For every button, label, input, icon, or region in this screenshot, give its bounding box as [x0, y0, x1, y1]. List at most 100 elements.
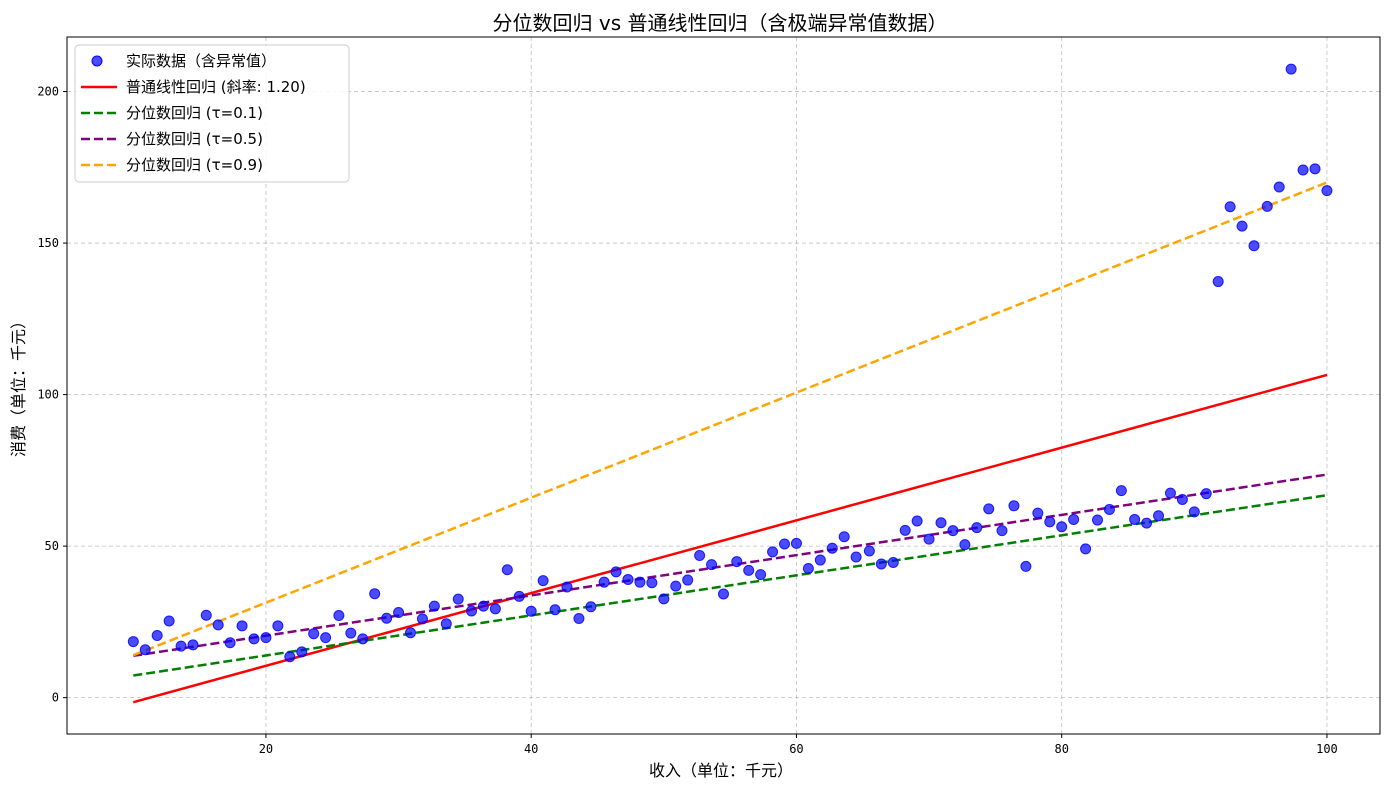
x-tick-label: 60: [789, 742, 803, 756]
data-point: [525, 605, 537, 617]
x-tick-label: 40: [524, 742, 538, 756]
data-point: [236, 620, 248, 632]
plot-area-frame: [66, 36, 1381, 735]
data-point: [996, 525, 1008, 537]
data-point: [187, 639, 199, 651]
data-point: [911, 515, 923, 527]
data-point: [440, 618, 452, 630]
y-axis-ticks: 0 50 100 150 200: [37, 85, 67, 705]
data-point: [802, 563, 814, 575]
x-tick-label: 20: [259, 742, 273, 756]
data-point: [175, 640, 187, 652]
y-axis-label: 消费（单位：千元）: [9, 313, 28, 457]
data-point: [466, 605, 478, 617]
data-point: [1103, 503, 1115, 515]
data-point: [743, 564, 755, 576]
data-point: [537, 575, 549, 587]
data-point: [694, 550, 706, 562]
data-point: [248, 633, 260, 645]
chart-title: 分位数回归 vs 普通线性回归（含极端异常值数据）: [493, 11, 948, 35]
data-point: [682, 574, 694, 586]
data-point: [320, 632, 332, 644]
data-point: [838, 531, 850, 543]
data-point: [381, 612, 393, 624]
regression-lines: [132, 181, 1328, 704]
data-point: [1309, 163, 1321, 175]
data-point: [598, 576, 610, 588]
legend-label: 分位数回归 (τ=0.1): [126, 104, 263, 122]
data-point: [658, 593, 670, 605]
quantile-0.9-line: [132, 181, 1328, 657]
data-point: [549, 604, 561, 616]
data-point: [1068, 513, 1080, 525]
data-point: [959, 539, 971, 551]
legend-marker-point: [91, 55, 103, 67]
data-point: [767, 546, 779, 558]
data-point: [983, 503, 995, 515]
data-point: [790, 537, 802, 549]
data-point: [405, 627, 417, 639]
data-point: [887, 556, 899, 568]
data-point: [1008, 500, 1020, 512]
legend-box: [74, 44, 350, 183]
data-point: [1115, 485, 1127, 497]
data-point: [1236, 220, 1248, 232]
data-point: [1297, 164, 1309, 176]
data-point: [731, 556, 743, 568]
data-point: [779, 538, 791, 550]
ols-line: [132, 373, 1328, 704]
data-point: [1020, 560, 1032, 572]
y-tick-label: 0: [52, 691, 59, 705]
data-point: [935, 517, 947, 529]
data-point: [151, 630, 163, 642]
data-point: [1056, 521, 1068, 533]
data-point: [272, 620, 284, 632]
data-point: [850, 551, 862, 563]
legend-label: 分位数回归 (τ=0.9): [126, 156, 263, 174]
data-point: [923, 533, 935, 545]
quantile-0.1-line: [133, 493, 1328, 677]
data-point: [1321, 185, 1333, 197]
data-point: [561, 581, 573, 593]
data-point: [477, 600, 489, 612]
data-point: [200, 609, 212, 621]
legend-label: 普通线性回归 (斜率: 1.20): [126, 78, 306, 96]
y-tick-label: 150: [37, 236, 59, 250]
legend-label: 分位数回归 (τ=0.5): [126, 130, 263, 148]
data-point: [1176, 493, 1188, 505]
quantile-0.5-line: [133, 473, 1328, 658]
data-point: [163, 615, 175, 627]
legend: 实际数据（含异常值） 普通线性回归 (斜率: 1.20) 分位数回归 (τ=0.1)…: [74, 44, 350, 183]
data-point: [585, 601, 597, 613]
data-point: [1285, 63, 1297, 75]
data-point: [428, 600, 440, 612]
data-point: [947, 525, 959, 537]
data-point: [573, 613, 585, 625]
data-point: [826, 542, 838, 554]
data-point: [369, 588, 381, 600]
data-point: [1032, 507, 1044, 519]
x-axis-ticks: 20 40 60 80 100: [259, 734, 1338, 756]
data-point: [296, 646, 308, 658]
data-point: [1044, 516, 1056, 528]
data-point: [1248, 240, 1260, 252]
data-point: [1080, 543, 1092, 555]
data-point: [1141, 517, 1153, 529]
data-point: [899, 524, 911, 536]
y-tick-label: 50: [45, 539, 59, 553]
data-point: [622, 573, 634, 585]
y-tick-label: 200: [37, 85, 59, 99]
data-point: [393, 606, 405, 618]
x-tick-label: 100: [1316, 742, 1338, 756]
data-point: [513, 590, 525, 602]
scatter-points: [127, 63, 1333, 663]
data-point: [224, 637, 236, 649]
x-axis-label: 收入（单位：千元）: [649, 761, 793, 780]
data-point: [260, 632, 272, 644]
x-tick-label: 80: [1054, 742, 1068, 756]
data-point: [212, 619, 224, 631]
data-point: [1273, 181, 1285, 193]
data-point: [706, 559, 718, 571]
data-point: [416, 613, 428, 625]
